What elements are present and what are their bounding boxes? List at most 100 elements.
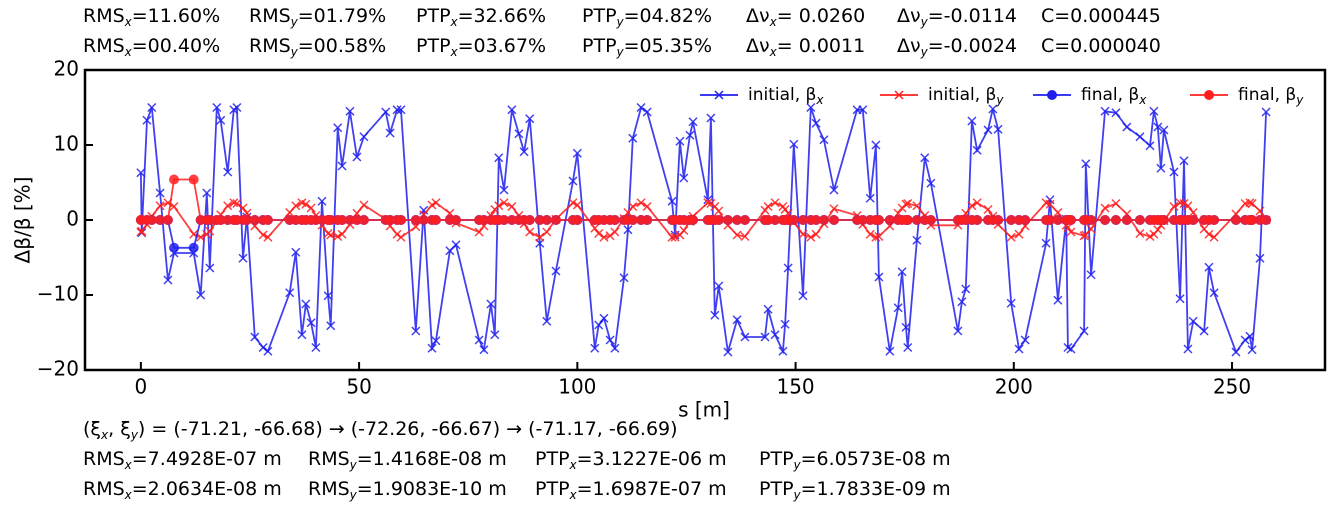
y-tick-label: 20 <box>54 57 79 81</box>
x-marker <box>811 118 821 128</box>
legend-name: initial, β <box>748 85 816 105</box>
x-marker <box>610 343 620 353</box>
dot-marker <box>739 215 750 225</box>
x-marker <box>780 319 790 329</box>
stat-text: PTPy=1.7833E-09 m <box>759 478 951 502</box>
subscript: x <box>124 458 132 472</box>
x-marker <box>1204 229 1214 239</box>
x-marker <box>451 240 461 250</box>
x-marker <box>1204 262 1214 272</box>
x-marker <box>829 185 839 195</box>
x-marker <box>212 102 222 113</box>
x-marker <box>1135 132 1145 142</box>
stat-text: RMSx=2.0634E-08 m <box>83 478 282 502</box>
x-marker <box>1100 203 1110 213</box>
stat-text: (ξx, ξy) = (-71.21, -66.68) → (-72.26, -… <box>83 418 678 442</box>
x-marker <box>993 124 1003 134</box>
x-marker <box>783 263 793 273</box>
x-marker <box>972 198 982 208</box>
legend-subscript: x <box>1138 93 1147 107</box>
dot-marker <box>358 215 369 225</box>
x-marker <box>1255 253 1265 263</box>
x-marker <box>258 230 268 240</box>
legend-name: final, β <box>1081 85 1139 105</box>
x-marker <box>494 201 504 211</box>
dot-marker <box>430 215 441 225</box>
dot-marker <box>1230 215 1241 225</box>
x-marker <box>798 229 808 239</box>
x-marker <box>714 206 724 216</box>
x-marker <box>1145 141 1155 151</box>
x-marker <box>381 107 391 117</box>
stat-text: RMSy=01.79% <box>249 5 386 29</box>
subscript: y <box>616 45 624 59</box>
dot-marker <box>763 215 774 225</box>
x-marker <box>642 107 652 117</box>
x-marker <box>619 273 629 283</box>
subscript: x <box>124 45 132 59</box>
x-marker <box>229 198 239 208</box>
text-piece: RMS <box>308 448 350 470</box>
text-piece: = 0.0260 <box>776 5 866 27</box>
text-piece: Δν <box>746 35 770 57</box>
x-marker <box>590 343 600 353</box>
x-marker <box>740 332 750 342</box>
x-marker <box>858 105 868 115</box>
x-marker <box>1053 207 1063 218</box>
x-marker <box>1188 207 1198 218</box>
stat-text: PTPx=3.1227E-06 m <box>535 448 727 472</box>
subscript: y <box>616 15 624 29</box>
x-marker <box>306 203 316 213</box>
text-piece: , ξ <box>108 418 131 440</box>
x-marker <box>525 114 535 124</box>
text-piece: PTP <box>416 5 451 27</box>
x-marker <box>1247 345 1257 355</box>
x-marker <box>202 188 212 198</box>
x-marker <box>770 198 780 208</box>
dot-marker <box>1052 215 1063 225</box>
subscript: y <box>349 488 357 502</box>
x-marker <box>670 232 680 242</box>
x-tick-label: 150 <box>776 375 814 399</box>
x-marker <box>490 330 500 340</box>
x-marker <box>326 321 336 331</box>
x-marker <box>1149 106 1159 116</box>
x-marker <box>865 229 875 239</box>
stat-text: PTPx=03.67% <box>416 35 546 59</box>
x-marker <box>396 232 406 242</box>
stat-text: PTPy=6.0573E-08 m <box>759 448 951 472</box>
dot-marker <box>215 215 226 225</box>
x-marker <box>1199 326 1209 336</box>
x-marker <box>874 272 884 282</box>
legend-label: final, βx <box>1081 85 1147 107</box>
x-marker <box>901 322 911 332</box>
dot-marker <box>1158 215 1169 225</box>
text-piece: RMS <box>249 5 291 27</box>
x-marker <box>723 347 733 357</box>
subscript: x <box>569 488 577 502</box>
legend-subscript: y <box>1295 93 1304 107</box>
x-marker <box>1111 198 1121 209</box>
x-marker <box>499 198 509 208</box>
dot-marker <box>873 215 884 225</box>
text-piece: PTP <box>582 5 617 27</box>
x-marker <box>507 201 517 212</box>
x-marker <box>732 315 742 325</box>
text-piece: PTP <box>582 35 617 57</box>
x-marker <box>760 332 770 342</box>
x-marker <box>590 223 600 233</box>
dot-marker <box>1065 215 1076 225</box>
x-marker <box>514 129 524 139</box>
text-piece: RMS <box>83 478 125 500</box>
x-marker <box>789 139 799 149</box>
text-piece: =-0.0024 <box>927 35 1017 57</box>
text-piece: PTP <box>416 35 451 57</box>
dot-marker <box>351 215 362 225</box>
x-marker <box>301 199 311 209</box>
subscript: y <box>349 458 357 472</box>
y-tick-label: 10 <box>54 132 79 156</box>
dot-marker <box>550 215 561 225</box>
y-tick-label: 0 <box>66 207 79 231</box>
dot-marker <box>169 242 180 253</box>
